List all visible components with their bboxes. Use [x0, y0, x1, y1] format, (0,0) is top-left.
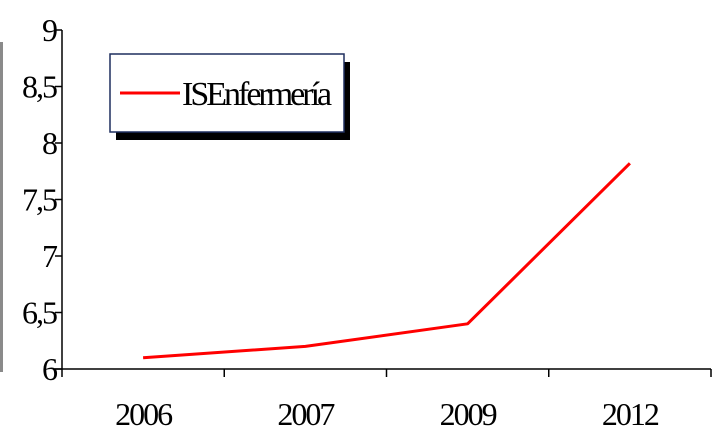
y-tick-label: 7,5 [22, 182, 57, 218]
y-tick-label: 9 [42, 12, 57, 48]
y-tick-label: 8,5 [22, 69, 57, 105]
legend: ISEnfermería [109, 53, 350, 140]
x-tick-label: 2007 [277, 396, 335, 432]
y-tick-label: 8 [42, 125, 57, 161]
x-tick-label: 2012 [602, 396, 659, 432]
series-lines [142, 162, 631, 360]
left-edge-strip [0, 42, 3, 372]
x-tick-label: 2006 [115, 396, 173, 432]
y-tick-label: 7 [42, 238, 58, 274]
x-tick-label: 2009 [440, 396, 497, 432]
y-tick-label: 6,5 [22, 295, 57, 331]
axes: 6 6,5 7 7,5 8 8,5 9 2006 2007 2009 2012 [22, 12, 712, 432]
y-tick-label: 6 [42, 351, 58, 387]
legend-label: ISEnfermería [182, 76, 332, 113]
series-line [142, 162, 631, 360]
